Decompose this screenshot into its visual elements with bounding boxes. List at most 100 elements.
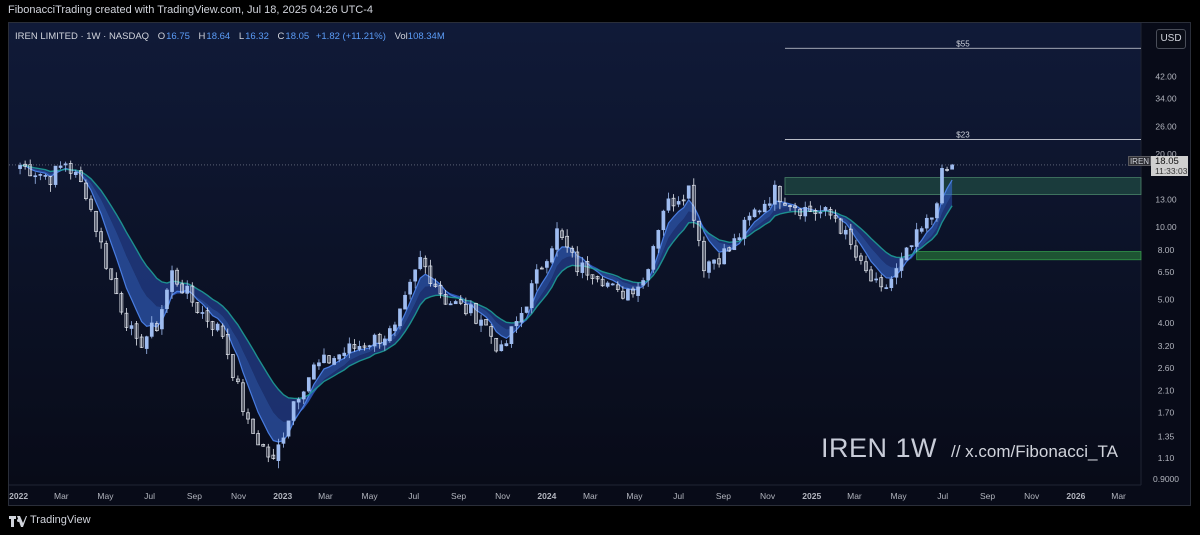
candle — [727, 246, 732, 252]
tradingview-logo-text[interactable]: TradingView — [30, 514, 91, 526]
candle — [489, 324, 494, 344]
candle — [793, 202, 797, 215]
candle-body — [210, 321, 215, 330]
candle-body — [803, 206, 808, 217]
candle — [271, 448, 276, 460]
candle — [124, 307, 129, 332]
candle — [843, 225, 848, 240]
candle-body — [104, 243, 109, 269]
candle — [119, 291, 124, 315]
candle-body — [945, 169, 949, 171]
candle — [154, 321, 159, 332]
time-tick-label: 2022 — [9, 491, 28, 501]
candle — [377, 332, 382, 349]
candle-body — [671, 197, 676, 207]
candle-body — [382, 338, 387, 346]
price-tick-label: 6.50 — [1158, 267, 1175, 277]
candle-body — [362, 345, 367, 348]
candle-body — [241, 382, 245, 412]
candle — [661, 209, 666, 236]
candle-body — [818, 211, 823, 214]
lower-zone — [916, 251, 1142, 261]
time-tick-label: Mar — [1111, 491, 1126, 501]
candle-body — [388, 328, 392, 342]
candle-body — [919, 228, 924, 232]
candle — [408, 279, 412, 300]
candle — [600, 276, 605, 287]
chart-credit: FibonacciTrading created with TradingVie… — [8, 4, 374, 16]
currency-button[interactable]: USD — [1156, 29, 1186, 49]
price-tick-label: 5.00 — [1158, 294, 1175, 304]
price-axis: 42.00 34.00 26.00 20.00 13.00 10.00 8.00 6.50 5.… — [1153, 72, 1179, 485]
tradingview-logo-icon — [9, 516, 27, 527]
candle — [631, 286, 635, 298]
time-tick-label: Mar — [318, 491, 333, 501]
candle — [246, 408, 250, 425]
candle-body — [332, 358, 336, 365]
candle-body — [686, 185, 691, 199]
candle — [712, 259, 716, 270]
candle-body — [463, 304, 468, 315]
symbol-title[interactable]: IREN LIMITED · 1W · NASDAQ — [15, 31, 150, 42]
candle-body — [696, 220, 701, 241]
candle-body — [843, 229, 848, 235]
candle — [94, 210, 98, 238]
time-tick-label: Jul — [144, 491, 155, 501]
price-chart[interactable]: $55 $23 42.00 34.00 26.00 20.00 13.00 10.00 8.0… — [9, 23, 1191, 506]
candle — [53, 165, 58, 188]
candle-body — [236, 378, 240, 383]
time-tick-label: Sep — [716, 491, 731, 501]
candle — [570, 245, 575, 258]
candle — [676, 196, 681, 208]
candle — [854, 239, 858, 261]
time-tick-label: May — [362, 491, 379, 501]
candle-body — [884, 287, 889, 289]
candle-body — [712, 259, 716, 264]
candle-body — [778, 186, 782, 203]
candle-body — [134, 323, 139, 339]
candle — [479, 314, 483, 332]
candle — [869, 266, 873, 282]
chart-watermark: IREN 1W // x.com/Fibonacci_TA — [821, 433, 1118, 464]
close-value: 18.05 — [285, 31, 310, 42]
candle-body — [33, 175, 38, 178]
candle — [484, 319, 488, 326]
candle-body — [656, 230, 661, 249]
candle-body — [109, 268, 114, 280]
candle-body — [869, 269, 873, 282]
candle — [686, 185, 691, 199]
candle — [534, 264, 539, 291]
candle-body — [144, 336, 149, 349]
candle-body — [605, 282, 610, 287]
price-tick-label: 8.00 — [1158, 245, 1175, 255]
high-label: H — [198, 31, 206, 42]
candles-layer — [18, 159, 954, 469]
watermark-handle: // x.com/Fibonacci_TA — [951, 442, 1118, 461]
candle-body — [550, 248, 554, 263]
candle-body — [610, 283, 615, 286]
candle — [539, 266, 544, 270]
candle-body — [68, 163, 73, 174]
candle-body — [747, 215, 752, 221]
candle-body — [337, 354, 342, 360]
time-tick-label: May — [891, 491, 908, 501]
candle-body — [220, 325, 225, 337]
candle — [347, 337, 352, 359]
candle-body — [651, 246, 656, 270]
time-tick-label: Jul — [408, 491, 419, 501]
candle-body — [180, 283, 185, 294]
candle — [762, 199, 767, 213]
candle — [291, 401, 296, 426]
candle — [737, 233, 742, 241]
candle-body — [833, 215, 838, 219]
candle-body — [864, 261, 868, 272]
candle — [626, 288, 630, 301]
top-bar: FibonacciTrading created with TradingVie… — [0, 0, 1200, 22]
candle-body — [230, 354, 235, 378]
candle-body — [271, 454, 276, 459]
candle-body — [808, 205, 813, 212]
candle — [327, 355, 331, 364]
time-tick-label: Sep — [451, 491, 466, 501]
chart-frame[interactable]: $55 $23 42.00 34.00 26.00 20.00 13.00 10.00 8.0… — [8, 22, 1191, 506]
candle-body — [828, 209, 833, 216]
